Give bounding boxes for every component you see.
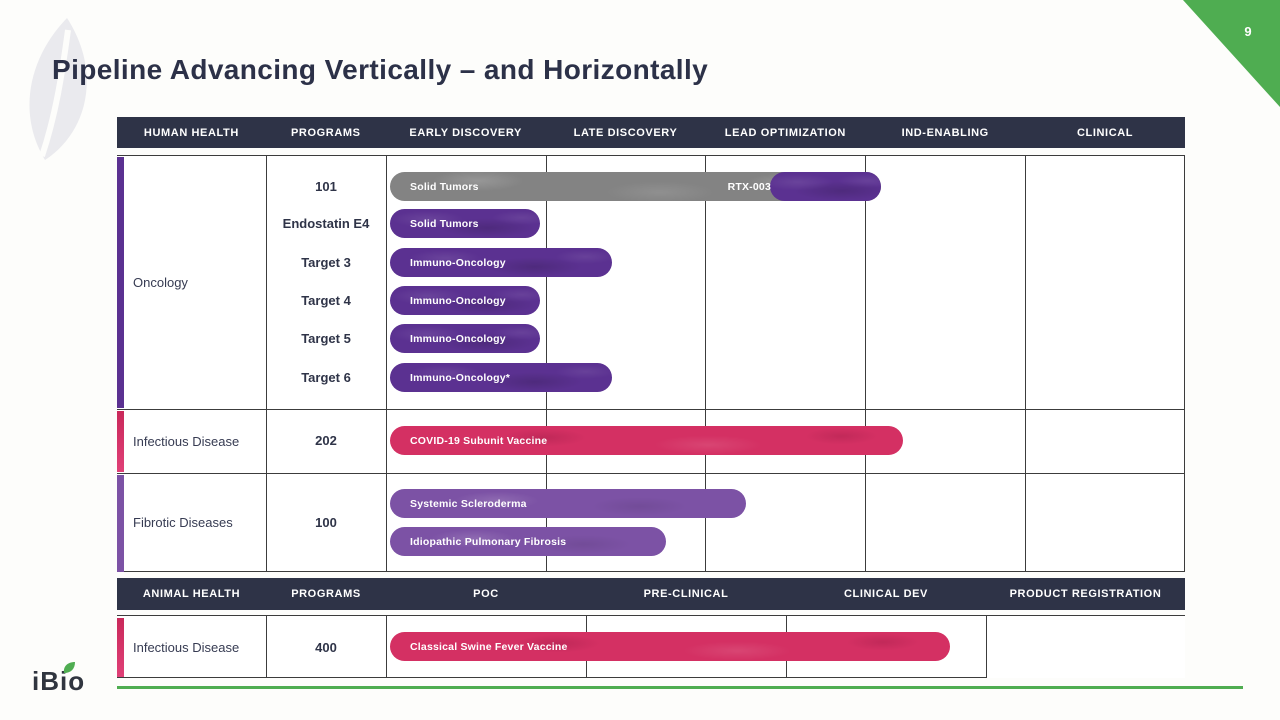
bar-label: Systemic Scleroderma [410,497,527,510]
category-label-fibrotic-diseases: Fibrotic Diseases [133,515,233,530]
program-label-100: 100 [315,515,337,530]
column-header-programs: PROGRAMS [291,126,361,139]
leaf-watermark-icon [29,18,87,160]
grid-line [1025,156,1026,571]
pipeline-bar-target4-immuno-oncology: Immuno-Oncology [390,286,540,315]
column-header-poc: POC [473,588,499,600]
human-health-table-body: Oncology Infectious Disease Fibrotic Dis… [117,155,1185,572]
page-number: 9 [1244,24,1252,39]
program-label-target-4: Target 4 [301,293,351,308]
human-health-header-row: HUMAN HEALTH PROGRAMS EARLY DISCOVERY LA… [117,117,1185,148]
pipeline-bar-target6-immuno-oncology: Immuno-Oncology* [390,363,612,392]
category-label-infectious-disease: Infectious Disease [133,434,240,449]
column-header-clinical-dev: CLINICAL DEV [843,588,928,600]
column-header-animal-health: ANIMAL HEALTH [142,588,241,600]
bar-label: Idiopathic Pulmonary Fibrosis [410,535,567,548]
pipeline-bar-idiopathic-pulmonary-fibrosis: Idiopathic Pulmonary Fibrosis [390,527,666,556]
pipeline-bar-systemic-scleroderma: Systemic Scleroderma [390,489,746,518]
column-header-late-discovery: LATE DISCOVERY [573,126,678,139]
infectious-strip [117,411,124,472]
column-header-early-discovery: EARLY DISCOVERY [409,126,522,139]
bar-label: Solid Tumors [410,217,479,230]
ibio-logo: iBio [32,662,112,704]
pipeline-bar-target5-immuno-oncology: Immuno-Oncology [390,324,540,353]
animal-health-header-row: ANIMAL HEALTH PROGRAMS POC PRE-CLINICAL … [117,578,1185,610]
footer-accent-line [117,686,1243,689]
pipeline-bar-endostatin-solid-tumors: Solid Tumors [390,209,540,238]
bar-label: Immuno-Oncology [410,256,506,269]
program-label-target-5: Target 5 [301,331,351,346]
column-header-product-registration: PRODUCT REGISTRATION [1009,588,1162,600]
corner-triangle [1183,0,1280,107]
program-label-400: 400 [315,640,337,655]
program-label-101: 101 [315,179,337,194]
column-header-ind-enabling: IND-ENABLING [901,126,989,139]
grid-line [386,156,387,571]
bar-label: Classical Swine Fever Vaccine [410,640,568,653]
column-header-pre-clinical: PRE-CLINICAL [643,588,729,600]
grid-line [865,156,866,571]
grid-line [117,409,1184,410]
category-label-oncology: Oncology [133,275,188,290]
ibio-logo-text: iBio [32,666,86,696]
column-header-clinical: CLINICAL [1076,126,1134,139]
bar-label: Immuno-Oncology [410,294,506,307]
program-label-endostatin-e4: Endostatin E4 [282,216,370,231]
page-title: Pipeline Advancing Vertically – and Hori… [52,54,709,85]
grid-line [117,677,986,678]
grid-line [266,156,267,571]
category-label-animal-infectious-disease: Infectious Disease [133,640,240,655]
bar-label: COVID-19 Subunit Vaccine [410,434,548,447]
fibrotic-strip [117,475,124,572]
grid-line [986,616,987,678]
ibio-logo-leaf-icon [63,662,75,673]
program-label-target-3: Target 3 [301,255,351,270]
column-header-human-health: HUMAN HEALTH [143,126,239,139]
bar-label: Solid Tumors [410,180,479,193]
pipeline-bar-101-solid-tumors: Solid Tumors RTX-003 [390,172,881,201]
pipeline-bar-target3-immuno-oncology: Immuno-Oncology [390,248,612,277]
bar-label: Immuno-Oncology* [410,371,511,384]
bar-label: Immuno-Oncology [410,332,506,345]
column-header-lead-optimization: LEAD OPTIMIZATION [724,126,846,139]
animal-health-table-body: Infectious Disease 400 Classical Swine F… [117,615,1185,678]
grid-line [266,616,267,678]
program-label-target-6: Target 6 [301,370,351,385]
bar-tag-rtx-003: RTX-003 [727,180,771,193]
grid-line [705,156,706,571]
grid-line [386,616,387,678]
oncology-strip [117,157,124,408]
pipeline-bar-101-rtx003-extension [770,172,881,201]
grid-line [117,473,1184,474]
pipeline-bar-covid19-subunit-vaccine: COVID-19 Subunit Vaccine [390,426,903,455]
pipeline-bar-classical-swine-fever-vaccine: Classical Swine Fever Vaccine [390,632,950,661]
column-header-programs: PROGRAMS [291,588,361,600]
animal-infectious-strip [117,618,124,677]
program-label-202: 202 [315,433,337,448]
